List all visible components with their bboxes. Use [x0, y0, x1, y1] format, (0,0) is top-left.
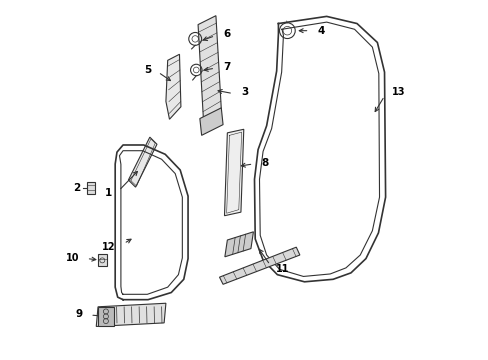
Polygon shape: [224, 232, 253, 257]
Text: 5: 5: [144, 65, 151, 75]
Polygon shape: [198, 16, 221, 119]
Text: 6: 6: [223, 29, 230, 39]
Polygon shape: [87, 182, 95, 194]
Polygon shape: [96, 303, 165, 327]
Polygon shape: [224, 129, 244, 216]
Polygon shape: [165, 54, 181, 119]
Text: 13: 13: [391, 87, 405, 98]
Text: 4: 4: [317, 26, 325, 36]
Polygon shape: [128, 137, 157, 187]
Text: 12: 12: [102, 242, 116, 252]
Text: 9: 9: [76, 309, 83, 319]
Polygon shape: [98, 254, 107, 266]
Polygon shape: [98, 307, 114, 327]
Text: 10: 10: [66, 253, 80, 263]
Text: 3: 3: [241, 87, 248, 98]
Text: 2: 2: [73, 183, 80, 193]
Text: 11: 11: [275, 264, 289, 274]
Text: 1: 1: [105, 188, 112, 198]
Polygon shape: [219, 247, 299, 284]
Text: 8: 8: [261, 158, 268, 168]
Text: 7: 7: [223, 62, 230, 72]
Polygon shape: [200, 108, 223, 135]
